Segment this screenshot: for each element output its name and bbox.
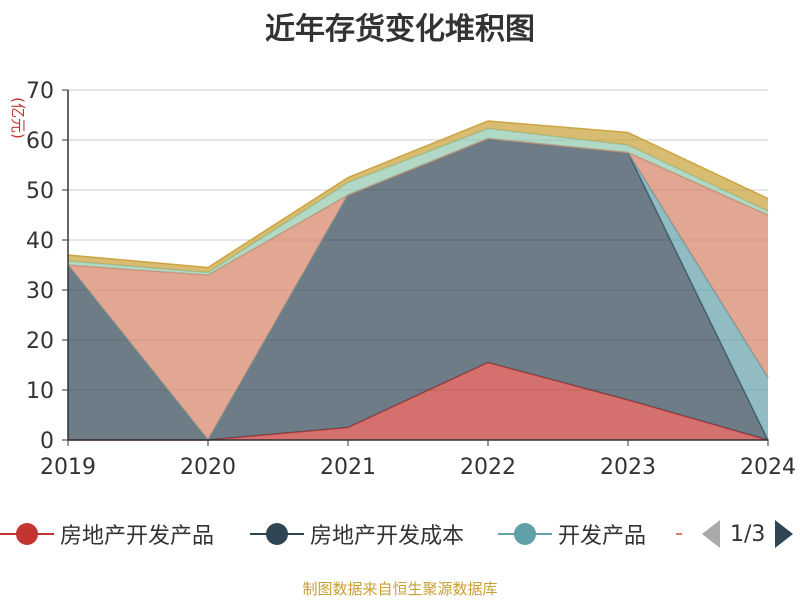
legend-pager: 1/3 — [702, 512, 794, 556]
legend-item-partial — [676, 533, 682, 535]
area-series-2 — [68, 138, 768, 440]
chart-title: 近年存货变化堆积图 — [265, 12, 535, 47]
area-series — [67, 120, 769, 442]
x-tick-label: 2022 — [460, 455, 516, 480]
y-tick-label: 0 — [40, 429, 54, 454]
legend-label: 房地产开发产品 — [60, 524, 215, 549]
y-tick-label: 60 — [26, 129, 54, 154]
legend-item-series-2[interactable]: 房地产开发成本 — [250, 512, 464, 556]
area-series-6 — [68, 121, 768, 273]
legend-prev-page-icon[interactable] — [702, 520, 720, 548]
legend-label: 开发产品 — [558, 524, 647, 549]
series-line-6 — [67, 120, 769, 269]
y-tick-label: 30 — [26, 279, 54, 304]
area-series-1 — [68, 362, 768, 440]
legend-next-page-icon[interactable] — [775, 520, 794, 548]
x-tick-label: 2020 — [180, 455, 236, 480]
legend-page-indicator: 1/3 — [730, 521, 766, 547]
y-tick-label: 50 — [26, 179, 54, 204]
legend-label: 房地产开发成本 — [310, 524, 465, 549]
x-tick-label: 2021 — [320, 455, 376, 480]
legend: 房地产开发产品 房地产开发成本 开发产品 1/3 — [0, 512, 800, 556]
legend-swatch-icon — [498, 512, 552, 556]
y-tick-label: 70 — [26, 79, 54, 104]
x-tick-label: 2024 — [740, 455, 796, 480]
legend-item-series-1[interactable]: 房地产开发产品 — [0, 512, 214, 556]
source-note: 制图数据来自恒生聚源数据库 — [302, 580, 498, 598]
legend-swatch-icon — [250, 512, 304, 556]
area-series-5 — [68, 128, 768, 275]
area-series-4 — [68, 138, 768, 440]
y-tick-label: 20 — [26, 329, 54, 354]
x-tick-label: 2019 — [40, 455, 96, 480]
y-axis-unit-label: (亿元) — [9, 97, 27, 139]
x-tick-label: 2023 — [600, 455, 656, 480]
y-tick-label: 40 — [26, 229, 54, 254]
legend-swatch-icon — [0, 512, 54, 556]
y-tick-label: 10 — [26, 379, 54, 404]
legend-item-series-3[interactable]: 开发产品 — [498, 512, 646, 556]
axes: 0 10 20 30 40 50 60 70 2019 2020 2021 2022 2023 2024 — [26, 79, 796, 480]
